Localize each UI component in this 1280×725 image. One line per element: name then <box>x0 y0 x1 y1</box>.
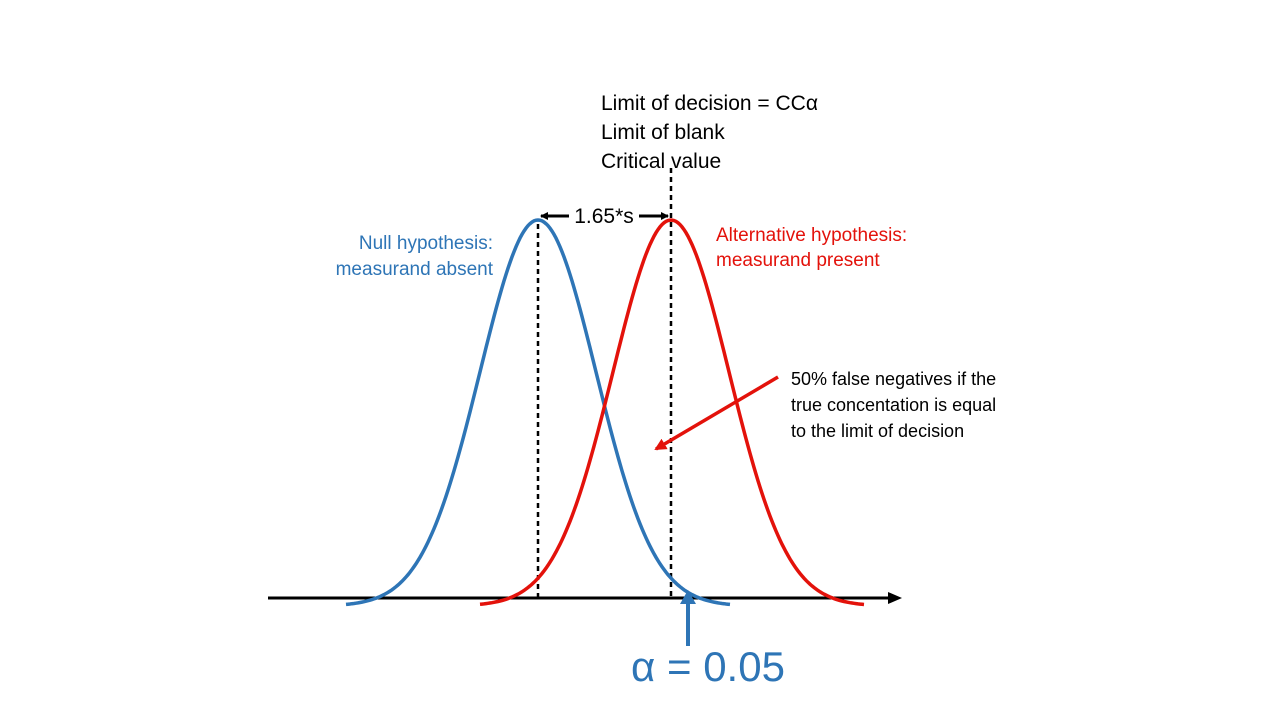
null-distribution-curve <box>345 218 731 607</box>
spread-label: 1.65*s <box>574 205 634 228</box>
alpha-label: α = 0.05 <box>631 643 785 690</box>
spread-label-background <box>569 200 639 230</box>
alternative-hypothesis-line-2: measurand present <box>716 250 880 271</box>
alpha-arrowhead <box>680 590 696 604</box>
x-axis-arrowhead <box>888 592 902 604</box>
false-negative-arrow <box>654 375 779 451</box>
header-line-blank: Limit of blank <box>601 121 725 144</box>
alternative-hypothesis-line-1: Alternative hypothesis: <box>716 225 907 246</box>
false-negative-note-line-1: 50% false negatives if the <box>791 369 996 389</box>
false-negative-note-line-3: to the limit of decision <box>791 421 964 441</box>
null-hypothesis-line-1: Null hypothesis: <box>359 233 493 254</box>
alternative-distribution-curve <box>479 218 865 607</box>
header-line-decision: Limit of decision = CCα <box>601 92 818 115</box>
null-hypothesis-line-2: measurand absent <box>336 259 494 280</box>
false-negative-note-line-2: true concentation is equal <box>791 395 996 415</box>
header-line-critical: Critical value <box>601 150 721 173</box>
